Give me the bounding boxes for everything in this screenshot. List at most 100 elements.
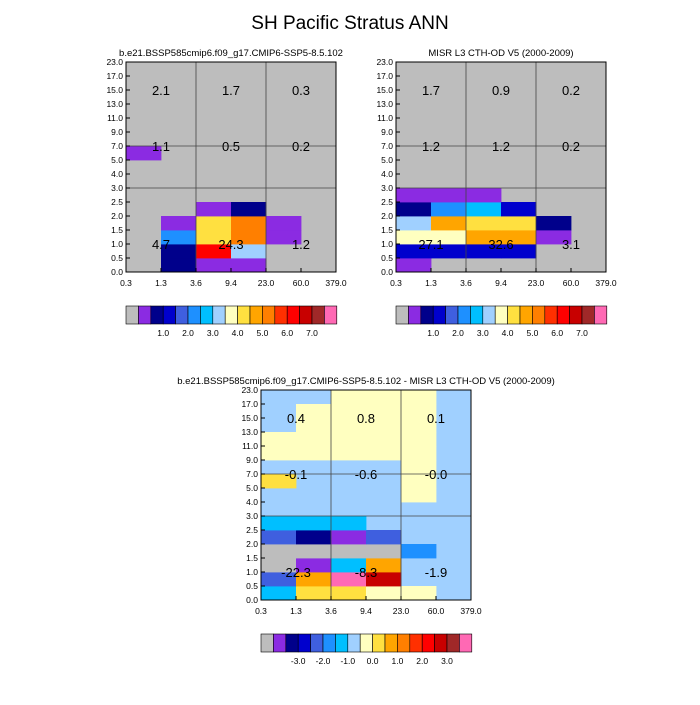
colorbar-label: -3.0 (291, 656, 306, 666)
heatmap-cell (296, 544, 332, 559)
y-tick-label: 11.0 (377, 113, 393, 123)
y-tick-label: 0.0 (246, 595, 258, 605)
x-tick-label: 3.6 (325, 606, 337, 616)
heatmap-cell (466, 188, 502, 203)
bin-total-label: 0.2 (292, 139, 310, 154)
colorbar-label: 2.0 (452, 328, 464, 338)
heatmap-cell (261, 572, 297, 587)
heatmap-cell (401, 446, 437, 461)
heatmap-cell (196, 244, 232, 259)
bin-total-label: -0.0 (425, 467, 447, 482)
colorbar-label: -1.0 (340, 656, 355, 666)
heatmap-cell (331, 516, 367, 531)
x-tick-label: 3.6 (190, 278, 202, 288)
heatmap-cell (296, 432, 332, 447)
colorbar-swatch (408, 305, 422, 325)
x-tick-label: 1.3 (290, 606, 302, 616)
colorbar-label: 2.0 (416, 656, 428, 666)
heatmap-cell (401, 418, 437, 433)
heatmap-cell (331, 530, 367, 545)
colorbar-swatch (482, 305, 496, 325)
x-tick-label: 1.3 (425, 278, 437, 288)
panel-2: MISR L3 CTH-OD V5 (2000-2009) 27.1 1.2 1.7 3… (376, 48, 616, 338)
y-tick-label: 1.0 (246, 567, 258, 577)
colorbar-swatch (594, 305, 608, 325)
heatmap-cell (296, 516, 332, 531)
bin-total-label: 0.9 (492, 83, 510, 98)
panel-title: b.e21.BSSP585cmip6.f09_g17.CMIP6-SSP5-8.… (177, 376, 555, 387)
heatmap-cell (161, 244, 197, 259)
bin-total-label: 3.1 (562, 237, 580, 252)
colorbar-swatch (224, 305, 238, 325)
heatmap-cell (401, 488, 437, 503)
heatmap-cell (401, 432, 437, 447)
heatmap-cell (331, 390, 367, 405)
x-tick-label: 379.0 (595, 278, 617, 288)
colorbar-swatch (262, 305, 276, 325)
colorbar-swatch (187, 305, 201, 325)
colorbar-swatch (581, 305, 595, 325)
y-tick-label: 9.0 (246, 455, 258, 465)
colorbar-swatch (532, 305, 546, 325)
colorbar-label: 3.0 (477, 328, 489, 338)
x-tick-label: 379.0 (460, 606, 482, 616)
heatmap-cell (431, 188, 467, 203)
colorbar-swatch (519, 305, 533, 325)
heatmap-cell (261, 544, 297, 559)
heatmap-cell (296, 530, 332, 545)
bin-total-label: -0.6 (355, 467, 377, 482)
colorbar-swatch (200, 305, 214, 325)
heatmap-cell (401, 586, 437, 601)
heatmap-cell (401, 390, 437, 405)
colorbar-swatch (324, 305, 338, 325)
x-tick-label: 23.0 (528, 278, 545, 288)
colorbar-label: 6.0 (551, 328, 563, 338)
bin-total-label: 1.7 (422, 83, 440, 98)
heatmap-cell (366, 586, 402, 601)
heatmap-cell (266, 230, 302, 245)
y-tick-label: 17.0 (106, 71, 123, 81)
heatmap-cell (366, 530, 402, 545)
y-tick-label: 5.0 (381, 155, 393, 165)
colorbar-swatch (150, 305, 164, 325)
heatmap-cell (331, 418, 367, 433)
colorbar-swatch (459, 633, 473, 653)
x-tick-label: 3.6 (460, 278, 472, 288)
heatmap-cell (196, 216, 232, 231)
y-tick-label: 0.0 (111, 267, 123, 277)
colorbar-label: 2.0 (182, 328, 194, 338)
heatmap-cell (366, 572, 402, 587)
heatmap-cell (261, 530, 297, 545)
y-tick-label: 1.0 (111, 239, 123, 249)
x-tick-label: 379.0 (325, 278, 347, 288)
y-tick-label: 2.5 (381, 197, 393, 207)
heatmap-cell (401, 474, 437, 489)
heatmap-cell (366, 544, 402, 559)
heatmap-cell (466, 230, 502, 245)
y-tick-label: 3.0 (246, 511, 258, 521)
bin-total-label: -0.1 (285, 467, 307, 482)
heatmap-cell (196, 230, 232, 245)
colorbar-swatch (569, 305, 583, 325)
y-tick-label: 17.0 (376, 71, 393, 81)
panel-1: b.e21.BSSP585cmip6.f09_g17.CMIP6-SSP5-8.… (106, 48, 346, 338)
heatmap-cell (396, 216, 432, 231)
heatmap-cell (501, 202, 537, 217)
y-tick-label: 3.0 (381, 183, 393, 193)
colorbar-label: -2.0 (316, 656, 331, 666)
panel-3: b.e21.BSSP585cmip6.f09_g17.CMIP6-SSP5-8.… (177, 376, 555, 666)
colorbar-swatch (421, 633, 435, 653)
y-tick-label: 23.0 (106, 57, 123, 67)
y-tick-label: 1.5 (246, 553, 258, 563)
heatmap-cell (366, 432, 402, 447)
y-tick-label: 7.0 (111, 141, 123, 151)
colorbar-label: 0.0 (367, 656, 379, 666)
colorbar-swatch (285, 633, 299, 653)
colorbar-label: 5.0 (256, 328, 268, 338)
y-tick-label: 11.0 (107, 113, 123, 123)
bin-total-label: 0.3 (292, 83, 310, 98)
heatmap-cell (231, 202, 267, 217)
colorbar-swatch (335, 633, 349, 653)
bin-total-label: 4.7 (152, 237, 170, 252)
